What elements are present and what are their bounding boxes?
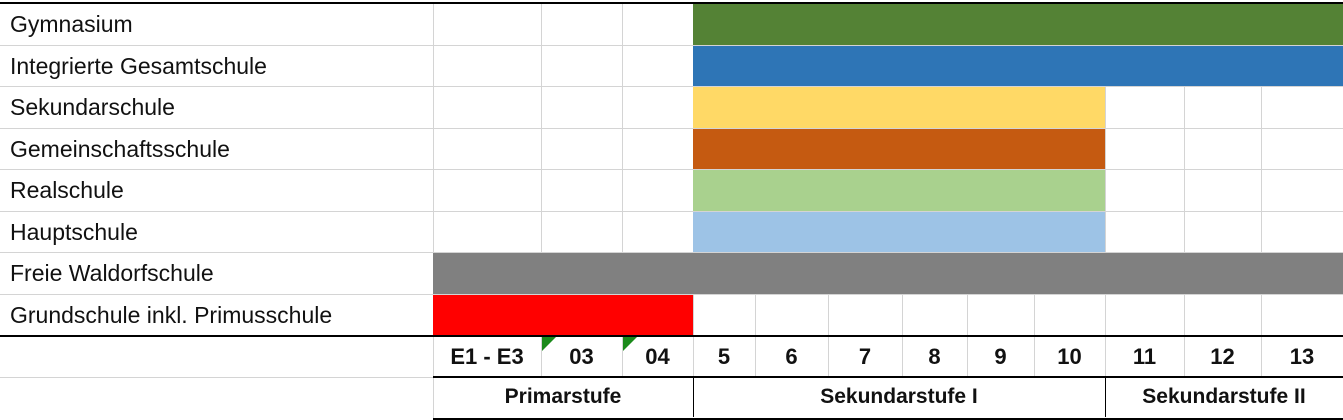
row-label: Freie Waldorfschule: [10, 260, 214, 286]
row-label: Integrierte Gesamtschule: [10, 52, 267, 79]
column-header: 7: [858, 344, 872, 369]
bar-freie-waldorfschule: [433, 253, 1343, 294]
column-header: 6: [785, 344, 798, 369]
stage-divider: [1105, 377, 1106, 417]
row-label: Gymnasium: [10, 11, 133, 37]
grid-vline: [433, 3, 434, 420]
grid-hline: [0, 127, 1343, 129]
grid-hline: [0, 169, 1343, 170]
stage-label: Sekundarstufe I: [820, 385, 978, 408]
comment-flag-icon: [542, 337, 556, 351]
bar-hauptschule: [693, 211, 1105, 252]
column-header: 5: [717, 344, 731, 369]
bar-sekundarschule: [693, 87, 1105, 128]
row-label: Gemeinschaftsschule: [10, 135, 230, 162]
grid-hline: [0, 44, 1343, 46]
grid-vline: [1105, 3, 1106, 377]
bar-realschule: [693, 170, 1105, 211]
bar-gymnasium: [693, 4, 1343, 45]
column-header: 10: [1057, 344, 1082, 369]
column-header: 9: [994, 344, 1007, 369]
stage-label: Sekundarstufe II: [1142, 385, 1306, 408]
column-header: 8: [928, 344, 941, 369]
stage-top-border: [433, 376, 1343, 378]
column-header: 13: [1289, 344, 1315, 369]
row-label: Hauptschule: [10, 218, 138, 245]
grid-top-border: [0, 2, 1343, 4]
stage-divider: [693, 377, 694, 417]
row-label: Sekundarschule: [10, 94, 175, 120]
column-header: 12: [1210, 344, 1235, 369]
comment-flag-icon: [623, 337, 637, 351]
grid-hline: [0, 293, 1343, 295]
grid-vline: [1261, 3, 1262, 377]
bottom-border: [433, 418, 1343, 420]
grid-vline: [1184, 3, 1185, 377]
column-header: E1 - E3: [450, 344, 524, 369]
bar-integrierte-gesamtschule: [693, 45, 1343, 86]
grid-vline: [541, 3, 542, 377]
grid-hline: [0, 252, 1343, 253]
column-header: 03: [569, 344, 594, 369]
grid-vline: [622, 3, 623, 377]
row-label: Grundschule inkl. Primusschule: [10, 301, 333, 328]
stage-label: Primarstufe: [504, 385, 622, 408]
row-label: Realschule: [10, 177, 124, 203]
bar-grundschule-inkl-primusschule: [433, 294, 693, 335]
grid-hline: [0, 86, 1343, 87]
header-top-border: [0, 335, 1343, 337]
grid-hline: [0, 210, 1343, 212]
bar-gemeinschaftsschule: [693, 128, 1105, 169]
column-header: 11: [1132, 344, 1157, 369]
column-header: 04: [645, 344, 670, 369]
